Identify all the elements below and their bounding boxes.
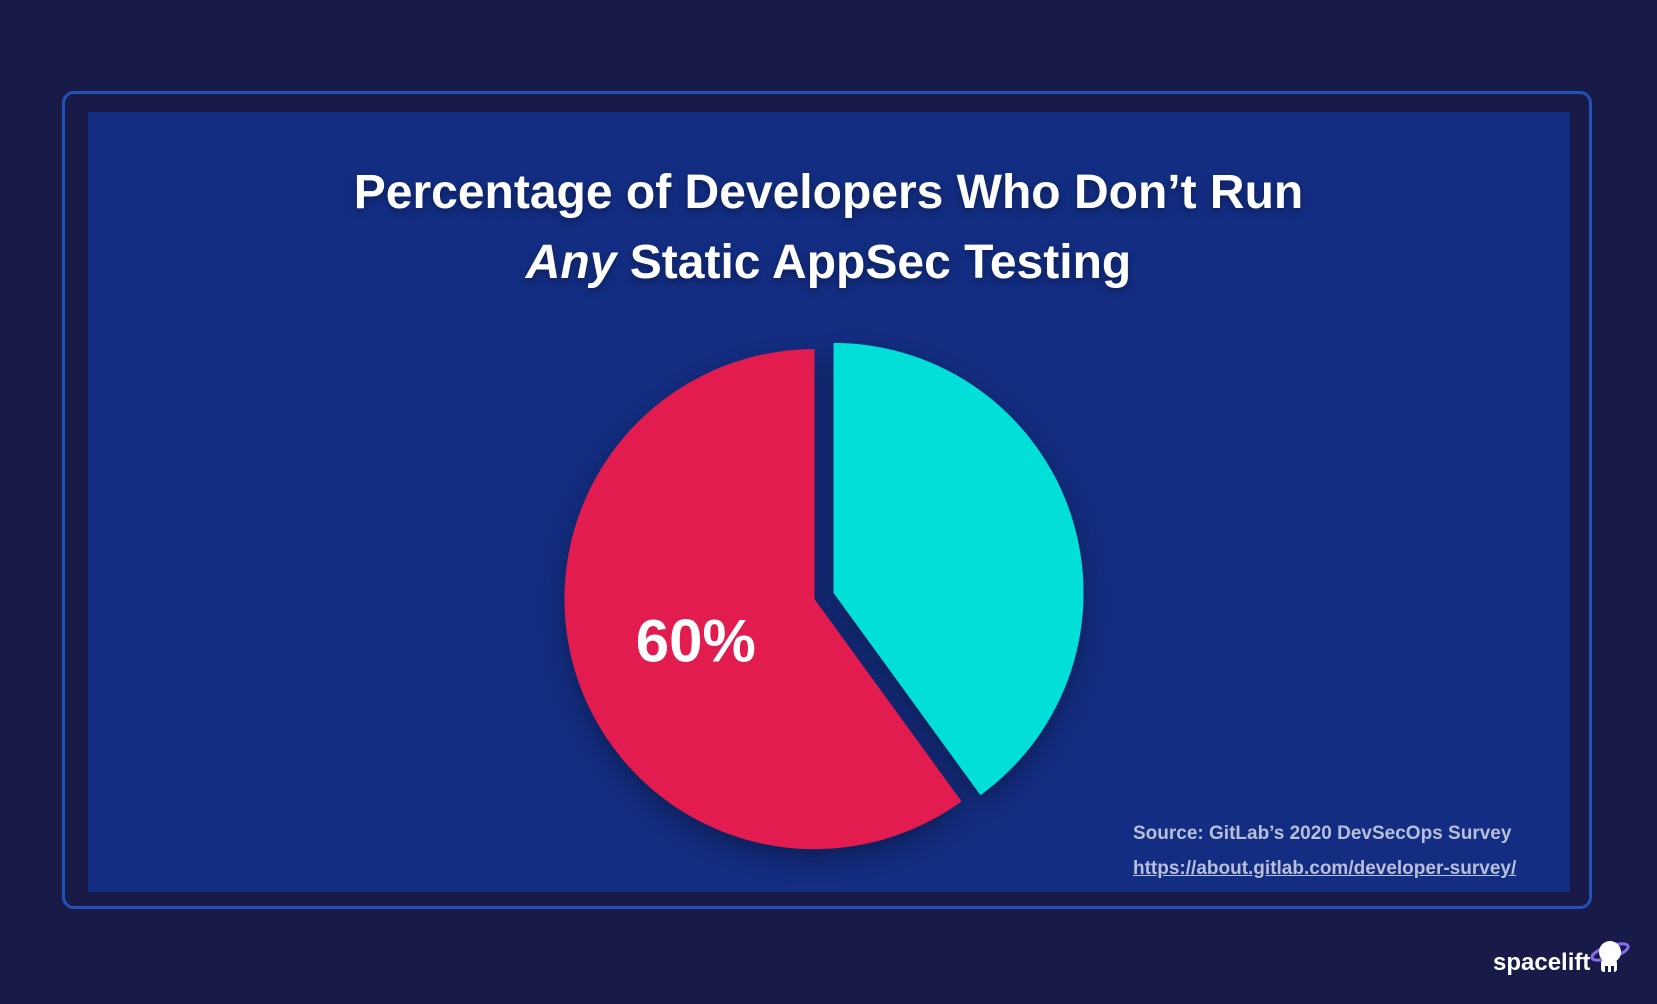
title-emphasis: Any	[525, 236, 617, 289]
pie-slice-1	[564, 349, 962, 850]
source-link[interactable]: https://about.gitlab.com/developer-surve…	[1133, 858, 1517, 879]
brand-name: spacelift	[1493, 949, 1591, 976]
pie-slice-1-label: 60%	[636, 607, 756, 674]
chart-title: Percentage of Developers Who Don’t Run A…	[0, 158, 1657, 298]
astronaut-planet-icon	[1590, 941, 1631, 972]
title-line-2-rest: Static AppSec Testing	[616, 236, 1132, 289]
source-note: Source: GitLab’s 2020 DevSecOps Survey h…	[1133, 816, 1516, 886]
spacelift-logo: spacelift	[1493, 941, 1631, 978]
chart-frame	[62, 91, 1592, 909]
title-line-2: Any Static AppSec Testing	[0, 228, 1657, 298]
title-line-1: Percentage of Developers Who Don’t Run	[353, 166, 1304, 219]
pie-slice-2	[833, 342, 1084, 796]
source-label: Source: GitLab’s 2020 DevSecOps Survey	[1133, 823, 1512, 844]
